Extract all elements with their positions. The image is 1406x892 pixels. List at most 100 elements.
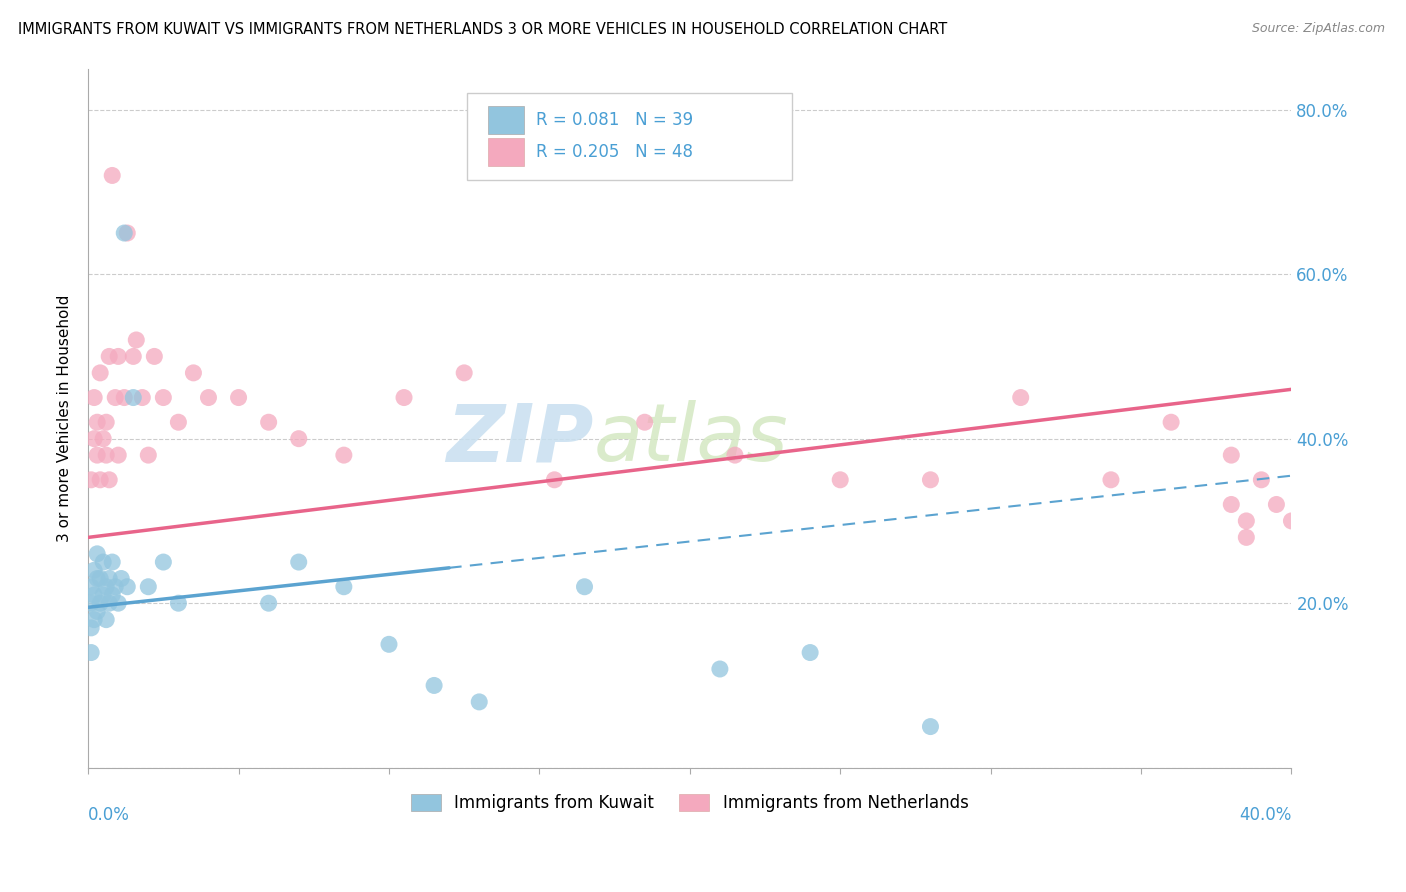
- Point: [920, 473, 942, 487]
- Point: [107, 596, 129, 610]
- Point: [80, 580, 103, 594]
- Point: [104, 391, 127, 405]
- Point: [152, 555, 174, 569]
- Point: [89, 366, 111, 380]
- Point: [1220, 448, 1243, 462]
- Point: [1220, 498, 1243, 512]
- Point: [110, 572, 132, 586]
- Point: [80, 596, 103, 610]
- Point: [423, 678, 446, 692]
- Point: [1099, 473, 1122, 487]
- Text: Source: ZipAtlas.com: Source: ZipAtlas.com: [1251, 22, 1385, 36]
- Point: [634, 415, 657, 429]
- Point: [1234, 530, 1257, 544]
- Point: [86, 604, 108, 618]
- Point: [1160, 415, 1182, 429]
- Point: [257, 415, 280, 429]
- Point: [89, 473, 111, 487]
- Y-axis label: 3 or more Vehicles in Household: 3 or more Vehicles in Household: [58, 294, 72, 541]
- Point: [91, 555, 114, 569]
- Point: [89, 572, 111, 586]
- Point: [574, 580, 596, 594]
- Point: [83, 613, 105, 627]
- Point: [83, 563, 105, 577]
- Text: atlas: atlas: [593, 401, 789, 478]
- Text: IMMIGRANTS FROM KUWAIT VS IMMIGRANTS FROM NETHERLANDS 3 OR MORE VEHICLES IN HOUS: IMMIGRANTS FROM KUWAIT VS IMMIGRANTS FRO…: [18, 22, 948, 37]
- Point: [152, 391, 174, 405]
- Point: [183, 366, 205, 380]
- Point: [104, 580, 127, 594]
- Point: [1234, 514, 1257, 528]
- Point: [122, 391, 145, 405]
- Point: [83, 588, 105, 602]
- Point: [107, 448, 129, 462]
- Point: [709, 662, 731, 676]
- Point: [83, 391, 105, 405]
- FancyBboxPatch shape: [488, 138, 524, 167]
- Point: [543, 473, 565, 487]
- Point: [136, 448, 159, 462]
- Point: [1265, 498, 1288, 512]
- Point: [112, 391, 135, 405]
- Point: [453, 366, 475, 380]
- FancyBboxPatch shape: [488, 105, 524, 134]
- Point: [131, 391, 153, 405]
- Point: [101, 588, 124, 602]
- Point: [86, 572, 108, 586]
- Point: [197, 391, 219, 405]
- Point: [83, 432, 105, 446]
- Point: [101, 555, 124, 569]
- Point: [112, 226, 135, 240]
- Point: [98, 572, 121, 586]
- Point: [91, 588, 114, 602]
- Point: [96, 613, 118, 627]
- Point: [107, 350, 129, 364]
- Point: [333, 580, 356, 594]
- Point: [333, 448, 356, 462]
- Legend: Immigrants from Kuwait, Immigrants from Netherlands: Immigrants from Kuwait, Immigrants from …: [405, 788, 976, 819]
- Point: [228, 391, 250, 405]
- Text: R = 0.081   N = 39: R = 0.081 N = 39: [536, 111, 693, 128]
- Point: [920, 720, 942, 734]
- Point: [1250, 473, 1272, 487]
- Point: [799, 646, 821, 660]
- Point: [86, 415, 108, 429]
- Point: [80, 621, 103, 635]
- Text: R = 0.205   N = 48: R = 0.205 N = 48: [536, 144, 693, 161]
- Point: [830, 473, 852, 487]
- Point: [96, 580, 118, 594]
- Point: [724, 448, 747, 462]
- Point: [98, 350, 121, 364]
- Point: [80, 473, 103, 487]
- Point: [1010, 391, 1032, 405]
- Point: [257, 596, 280, 610]
- Point: [125, 333, 148, 347]
- Point: [392, 391, 415, 405]
- Point: [287, 555, 309, 569]
- Point: [101, 169, 124, 183]
- Text: 0.0%: 0.0%: [89, 806, 129, 824]
- Point: [86, 547, 108, 561]
- Point: [80, 646, 103, 660]
- Point: [98, 473, 121, 487]
- Point: [96, 415, 118, 429]
- Point: [98, 596, 121, 610]
- Point: [89, 596, 111, 610]
- Point: [136, 580, 159, 594]
- Point: [122, 350, 145, 364]
- Point: [167, 596, 190, 610]
- Point: [117, 580, 139, 594]
- Point: [86, 448, 108, 462]
- Point: [96, 448, 118, 462]
- Text: ZIP: ZIP: [446, 401, 593, 478]
- Text: 40.0%: 40.0%: [1239, 806, 1292, 824]
- Point: [468, 695, 491, 709]
- FancyBboxPatch shape: [467, 93, 792, 180]
- Point: [1281, 514, 1303, 528]
- Point: [167, 415, 190, 429]
- Point: [287, 432, 309, 446]
- Point: [378, 637, 401, 651]
- Point: [143, 350, 166, 364]
- Point: [91, 432, 114, 446]
- Point: [117, 226, 139, 240]
